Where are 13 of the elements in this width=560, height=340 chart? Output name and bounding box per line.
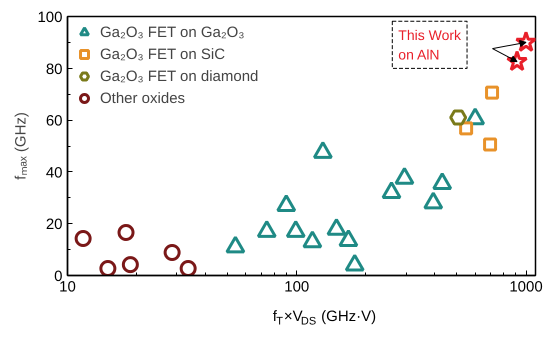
x-tick-label: 1000: [509, 278, 543, 296]
legend-label: Ga₂O₃ FET on Ga₂O₃: [100, 24, 244, 40]
y-tick-label: 80: [46, 60, 63, 78]
legend-label: Other oxides: [100, 90, 186, 106]
y-tick-label: 60: [46, 112, 63, 130]
y-tick-label: 40: [46, 164, 63, 182]
legend-label: Ga₂O₃ FET on diamond: [100, 68, 258, 84]
x-tick-label: 100: [284, 278, 310, 296]
legend-label: Ga₂O₃ FET on SiC: [100, 46, 226, 62]
y-tick-label: 20: [46, 216, 63, 234]
text: This Work on AlN: [398, 27, 462, 62]
y-tick-label: 100: [37, 9, 63, 26]
y-axis-title: fₘₐₓ (GHz): [12, 112, 30, 180]
